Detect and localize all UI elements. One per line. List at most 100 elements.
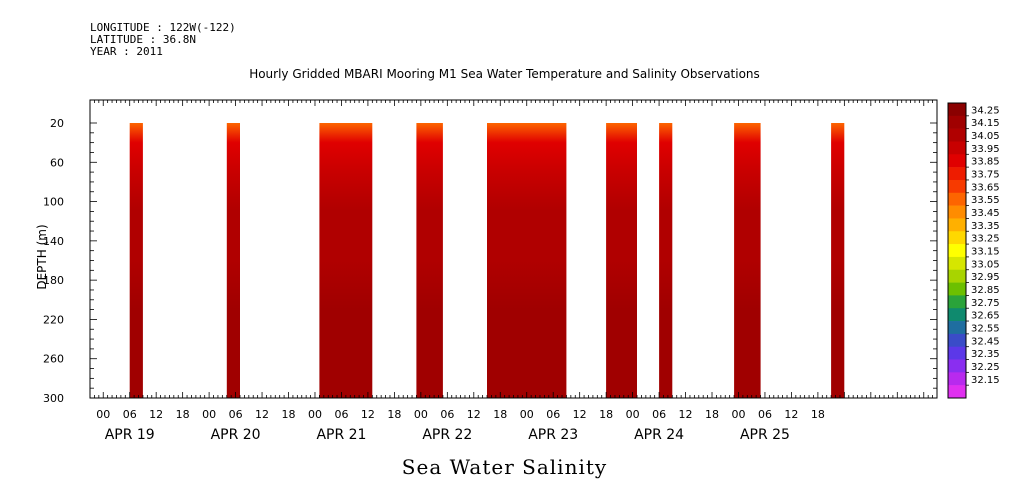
colorbar-label: 34.15 (971, 118, 1000, 129)
x-day-label: APR 24 (634, 427, 684, 443)
colorbar-label: 33.75 (971, 170, 1000, 181)
x-tick-label: 00 (202, 408, 216, 421)
colorbar-swatch (948, 269, 966, 283)
x-tick-label: 06 (652, 408, 666, 421)
y-tick-label: 60 (50, 156, 64, 169)
colorbar-label: 32.25 (971, 362, 1000, 373)
colorbar-label: 34.05 (971, 131, 1000, 142)
colorbar-swatch (948, 385, 966, 399)
x-tick-label: 18 (282, 408, 296, 421)
longitude-label: LONGITUDE : 122W(-122) (90, 21, 236, 34)
data-block (416, 123, 443, 398)
x-day-label: APR 25 (740, 427, 790, 443)
latitude-label: LATITUDE : 36.8N (90, 33, 196, 46)
colorbar-label: 32.65 (971, 311, 1000, 322)
colorbar-label: 33.05 (971, 259, 1000, 270)
data-block (831, 123, 845, 398)
x-tick-label: 06 (123, 408, 137, 421)
colorbar-swatch (948, 192, 966, 206)
x-tick-label: 12 (149, 408, 163, 421)
colorbar-swatch (948, 308, 966, 322)
data-block (487, 123, 567, 398)
x-tick-label: 00 (731, 408, 745, 421)
y-axis-title: DEPTH (m) (35, 224, 49, 289)
data-block (606, 123, 637, 398)
colorbar-swatch (948, 346, 966, 360)
data-block (659, 123, 673, 398)
x-tick-label: 00 (308, 408, 322, 421)
colorbar-label: 33.95 (971, 144, 1000, 155)
colorbar-label: 32.35 (971, 349, 1000, 360)
colorbar-swatch (948, 231, 966, 245)
x-tick-label: 18 (599, 408, 613, 421)
colorbar-swatch (948, 256, 966, 271)
x-tick-label: 06 (229, 408, 243, 421)
x-tick-label: 12 (255, 408, 269, 421)
colorbar-swatch (948, 333, 966, 347)
x-tick-label: 12 (679, 408, 693, 421)
colorbar-swatch (948, 359, 966, 373)
x-tick-label: 12 (573, 408, 587, 421)
x-tick-label: 00 (626, 408, 640, 421)
y-tick-label: 20 (50, 117, 64, 130)
colorbar-swatch (948, 282, 966, 296)
x-tick-label: 18 (176, 408, 190, 421)
x-tick-label: 18 (387, 408, 401, 421)
colorbar-label: 33.45 (971, 208, 1000, 219)
colorbar-swatch (948, 295, 966, 309)
colorbar-label: 33.55 (971, 195, 1000, 206)
colorbar-swatch (948, 115, 966, 129)
colorbar-frame (947, 102, 967, 399)
colorbar-swatch (948, 218, 966, 232)
x-tick-label: 18 (811, 408, 825, 421)
y-tick-label: 180 (43, 274, 64, 287)
x-tick-label: 00 (520, 408, 534, 421)
x-tick-label: 12 (467, 408, 481, 421)
data-blocks (129, 123, 845, 398)
colorbar-label: 33.85 (971, 157, 1000, 168)
header-info: LONGITUDE : 122W(-122) LATITUDE : 36.8N … (90, 22, 236, 58)
colorbar-label: 32.85 (971, 285, 1000, 296)
x-tick-label: 18 (493, 408, 507, 421)
colorbar-label: 33.15 (971, 247, 1000, 258)
y-tick-label: 100 (43, 196, 64, 209)
x-axis-title: Sea Water Salinity (401, 455, 608, 479)
colorbar-label: 33.65 (971, 182, 1000, 193)
colorbar-swatch (948, 244, 966, 258)
colorbar-label: 32.55 (971, 324, 1000, 335)
x-tick-label: 06 (546, 408, 560, 421)
x-tick-label: 00 (96, 408, 110, 421)
x-day-label: APR 22 (422, 427, 472, 443)
colorbar-swatch (948, 167, 966, 181)
colorbar-label: 32.95 (971, 272, 1000, 283)
x-tick-label: 18 (705, 408, 719, 421)
data-block (226, 123, 240, 398)
x-day-label: APR 21 (316, 427, 366, 443)
x-day-label: APR 23 (528, 427, 578, 443)
colorbar-label: 32.15 (971, 375, 1000, 386)
x-tick-label: 12 (784, 408, 798, 421)
colorbar-swatch (948, 141, 966, 155)
colorbar-swatch (948, 128, 966, 142)
colorbar-label: 32.45 (971, 336, 1000, 347)
year-label: YEAR : 2011 (90, 45, 163, 58)
colorbar-label: 33.35 (971, 221, 1000, 232)
x-tick-label: 12 (361, 408, 375, 421)
data-block (319, 123, 373, 398)
x-tick-label: 06 (440, 408, 454, 421)
colorbar-label: 34.25 (971, 105, 1000, 116)
chart-title: Hourly Gridded MBARI Mooring M1 Sea Wate… (249, 67, 760, 81)
data-block (129, 123, 143, 398)
colorbar-swatch (948, 372, 966, 386)
colorbar-swatch (948, 103, 966, 117)
colorbar-swatch (948, 321, 966, 335)
x-day-label: APR 20 (211, 427, 261, 443)
y-tick-label: 220 (43, 313, 64, 326)
y-tick-label: 300 (43, 392, 64, 405)
x-tick-label: 00 (414, 408, 428, 421)
x-day-label: APR 19 (105, 427, 155, 443)
y-tick-label: 260 (43, 353, 64, 366)
data-block (734, 123, 761, 398)
colorbar-label: 32.75 (971, 298, 1000, 309)
